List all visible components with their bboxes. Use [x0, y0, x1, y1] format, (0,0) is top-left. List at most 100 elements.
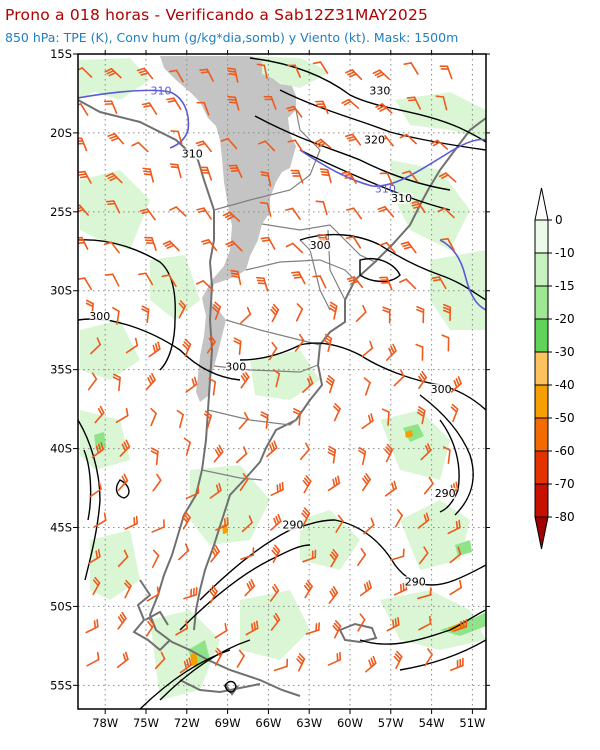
lon-tick-label: 54W — [419, 716, 445, 730]
title-line-1: Prono a 018 horas - Verificando a Sab12Z… — [5, 6, 429, 24]
wind-barb — [94, 405, 105, 424]
wind-barb — [168, 69, 184, 83]
lon-tick-label: 57W — [378, 716, 404, 730]
wind-barb — [345, 236, 362, 249]
wind-barb — [379, 172, 394, 186]
contour-label: 300 — [225, 361, 246, 374]
colorbar-top-arrow — [534, 187, 549, 221]
wind-barb — [131, 141, 149, 153]
wind-barb — [381, 408, 390, 426]
wind-barb — [327, 475, 341, 492]
colorbar-segment — [534, 252, 549, 287]
wind-barb — [302, 376, 314, 393]
axis-ticks: 78W 75W 72W 69W 66W 63W 60W 57W 54W 51W 15S 20S 25S 3… — [50, 47, 490, 730]
contour-label: 310 — [391, 192, 412, 205]
colorbar-label: -60 — [555, 444, 575, 458]
wind-barb — [295, 303, 304, 322]
wind-barb — [230, 269, 242, 286]
wind-barb — [453, 618, 468, 632]
wind-barb — [292, 408, 302, 426]
wind-barb — [286, 105, 303, 118]
lat-tick-label: 55S — [50, 678, 72, 692]
wind-barb — [78, 103, 89, 116]
wind-barb — [179, 657, 192, 674]
wind-barb — [440, 237, 455, 252]
wind-barb — [359, 580, 372, 597]
wind-barb — [176, 409, 184, 429]
wind-barb — [170, 130, 183, 145]
wind-barb — [447, 519, 461, 535]
wind-barb — [345, 69, 363, 81]
wind-barb — [240, 547, 255, 561]
wind-barb — [125, 337, 139, 354]
lon-tick-label: 78W — [92, 716, 118, 730]
wind-barb — [196, 280, 214, 291]
wind-barb — [115, 407, 129, 423]
wind-barb — [196, 207, 212, 220]
wind-barb — [449, 579, 463, 596]
wind-barb — [329, 548, 339, 568]
wind-barb — [365, 655, 377, 673]
lat-tick-label: 25S — [50, 205, 72, 219]
wind-barb — [299, 442, 310, 461]
islands — [132, 579, 261, 696]
wind-barb — [238, 411, 249, 430]
contour-label-bg — [391, 192, 412, 204]
contour-label-bg — [369, 85, 390, 97]
wind-barb — [227, 95, 240, 111]
wind-barb — [357, 613, 366, 632]
wind-barb — [145, 618, 155, 637]
wind-barb — [91, 442, 104, 459]
lat-tick-label: 40S — [50, 442, 72, 456]
contour-label: 300 — [89, 310, 110, 323]
wind-barb — [384, 443, 394, 463]
wind-barb — [92, 576, 101, 596]
wind-barb — [185, 376, 198, 393]
contour-label: 290 — [282, 518, 303, 531]
wind-barb — [271, 544, 281, 563]
colorbar-label: -70 — [555, 477, 575, 491]
lat-tick-label: 20S — [50, 126, 72, 140]
wind-barb — [394, 509, 403, 528]
wind-barb — [161, 274, 177, 287]
wind-barb — [291, 271, 306, 285]
wind-barb — [213, 444, 224, 463]
wind-barb — [346, 276, 364, 289]
wind-barb — [93, 512, 107, 528]
wind-barb — [416, 406, 426, 425]
wind-barb — [119, 439, 131, 457]
wind-barb — [384, 480, 397, 497]
wind-barb — [199, 68, 214, 82]
wind-barb — [150, 407, 157, 427]
wind-barb — [154, 651, 166, 670]
wind-barb — [355, 304, 367, 322]
wind-barb — [258, 140, 276, 152]
wind-barb — [145, 372, 156, 391]
map-frame — [77, 53, 487, 710]
wind-barb — [449, 657, 464, 672]
wind-barb — [327, 651, 342, 666]
wind-barb — [103, 100, 118, 115]
wind-barb — [420, 443, 432, 461]
wind-barb — [208, 585, 218, 604]
wind-barb — [201, 239, 218, 252]
wind-barb — [182, 338, 192, 358]
wind-barb — [361, 413, 374, 430]
wind-barb — [199, 166, 213, 181]
wind-barb — [285, 242, 304, 254]
wind-barb — [406, 96, 422, 110]
wind-barb — [210, 544, 220, 563]
wind-barb — [151, 549, 160, 568]
colorbar-label: -30 — [555, 345, 575, 359]
wind-barb — [450, 403, 459, 423]
wind-barb — [304, 580, 313, 599]
wind-barb — [185, 485, 200, 500]
wind-barb — [150, 447, 159, 466]
wind-barb — [117, 611, 127, 630]
contour-label-bg — [225, 361, 246, 373]
wind-barb — [78, 67, 93, 78]
wind-barb — [124, 579, 132, 599]
wind-barb — [228, 164, 243, 179]
contour-label-bg — [182, 148, 203, 160]
